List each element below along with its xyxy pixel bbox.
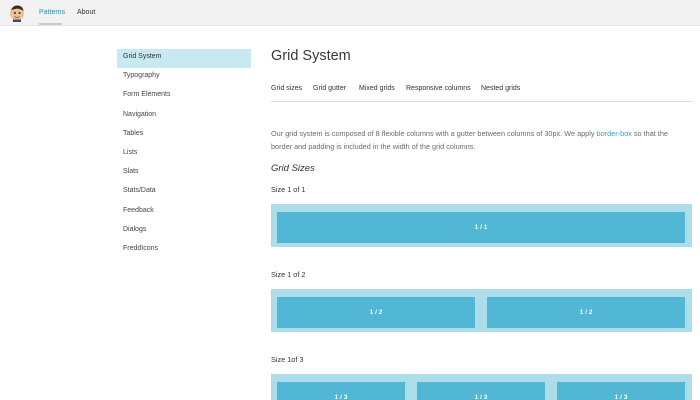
grid-demo-1-of-1: 1 / 1 <box>271 204 692 247</box>
nav-link-about[interactable]: About <box>77 9 96 16</box>
section-tabs: Grid sizes Grid gutter Mixed grids Respo… <box>271 85 693 102</box>
sidebar-item-feedback[interactable]: Feedback <box>123 206 154 214</box>
grid-cell: 1 / 3 <box>417 382 545 400</box>
sidebar-item-freddicons[interactable]: FreddIcons <box>123 244 159 252</box>
sidebar-item-form-elements[interactable]: Form Elements <box>123 91 171 99</box>
grid-demo-1-of-2: 1 / 2 1 / 2 <box>271 289 692 332</box>
grid-cell: 1 / 2 <box>277 297 475 328</box>
freddie-logo-icon[interactable] <box>9 4 25 22</box>
grid-cell: 1 / 2 <box>487 297 685 328</box>
grid-cell: 1 / 1 <box>277 212 685 243</box>
tab-nested-grids[interactable]: Nested grids <box>481 85 521 92</box>
intro-text-end: so that the border and padding is includ… <box>271 129 668 152</box>
grid-label-1-of-1: Size 1 of 1 <box>271 185 306 194</box>
sidebar-item-grid-system[interactable]: Grid System <box>117 49 251 69</box>
tab-responsive-columns[interactable]: Responsive columns <box>406 85 471 92</box>
sidebar-item-dialogs[interactable]: Dialogs <box>123 225 147 233</box>
border-box-link[interactable]: border-box <box>596 129 632 138</box>
intro-paragraph: Our grid system is composed of 8 flexibl… <box>271 127 691 153</box>
sidebar-item-tables[interactable]: Tables <box>123 129 144 137</box>
grid-label-1-of-2: Size 1 of 2 <box>271 270 306 279</box>
grid-cell: 1 / 3 <box>277 382 405 400</box>
sidebar-item-stats-data[interactable]: Stats/Data <box>123 187 156 195</box>
tab-grid-gutter[interactable]: Grid gutter <box>313 85 347 92</box>
sidebar-item-slats[interactable]: Slats <box>123 168 139 176</box>
sidebar: Grid System Typography Form Elements Nav… <box>117 49 251 260</box>
sidebar-item-lists[interactable]: Lists <box>123 148 138 156</box>
tab-mixed-grids[interactable]: Mixed grids <box>359 85 395 92</box>
intro-text-start: Our grid system is composed of 8 flexibl… <box>271 129 597 138</box>
sidebar-item-navigation[interactable]: Navigation <box>123 110 157 118</box>
nav-link-patterns[interactable]: Patterns <box>39 9 66 16</box>
grid-demo-1-of-3: 1 / 3 1 / 3 1 / 3 <box>271 374 692 400</box>
grid-cell: 1 / 3 <box>557 382 685 400</box>
grid-label-1-of-3: Size 1of 3 <box>271 355 304 364</box>
top-navigation-bar: Patterns About <box>0 0 700 26</box>
active-nav-indicator <box>39 23 62 25</box>
grid-sizes-heading: Grid Sizes <box>271 163 315 174</box>
tab-grid-sizes[interactable]: Grid sizes <box>271 85 303 92</box>
sidebar-item-typography[interactable]: Typography <box>123 72 160 80</box>
page-title: Grid System <box>271 48 351 64</box>
